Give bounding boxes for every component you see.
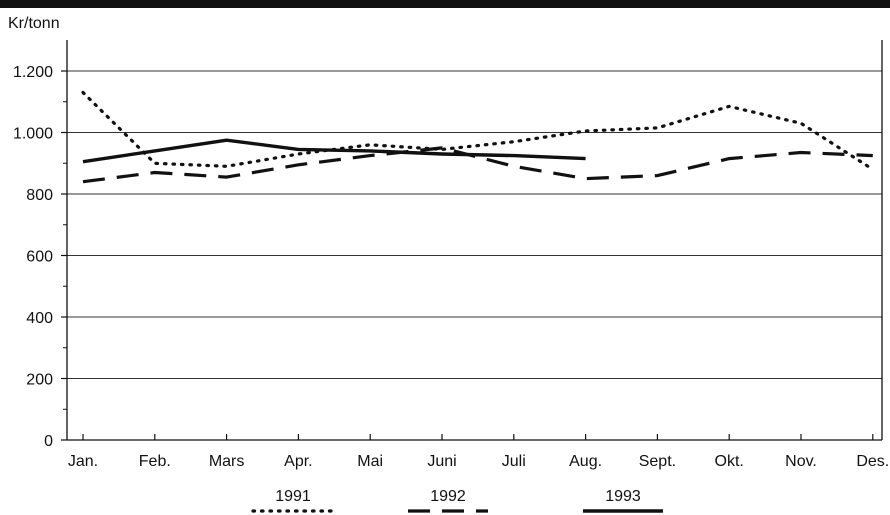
x-tick-label: Juli <box>502 453 526 470</box>
legend-label-1993: 1993 <box>605 488 641 505</box>
x-tick-label: Okt. <box>715 453 744 470</box>
series-lines <box>81 90 875 184</box>
series-line-1992 <box>82 146 873 184</box>
axes: 0 200 400 600 800 1.000 1.200 Jan. Feb. Mars Apr. M… <box>13 40 889 470</box>
y-tick-label: 800 <box>26 187 53 204</box>
x-tick-label: Mai <box>357 453 383 470</box>
legend-label-1991: 1991 <box>275 488 311 505</box>
y-tick-label: 1.000 <box>13 126 53 143</box>
y-tick-label: 1.200 <box>13 64 53 81</box>
y-tick-label: 600 <box>26 249 53 266</box>
x-tick-label: Mars <box>209 453 245 470</box>
y-tick-label: 400 <box>26 310 53 327</box>
legend-label-1992: 1992 <box>430 488 466 505</box>
x-tick-label: Sept. <box>639 453 676 470</box>
y-tick-label: 0 <box>44 433 53 450</box>
top-border <box>0 0 890 8</box>
series-line-1993 <box>82 138 586 164</box>
x-tick-label: Jan. <box>68 453 98 470</box>
y-tick-label: 200 <box>26 372 53 389</box>
legend: 1991 1992 1993 <box>251 488 663 513</box>
grid <box>67 70 882 379</box>
x-tick-label: Des. <box>856 453 889 470</box>
x-tick-label: Nov. <box>785 453 817 470</box>
y-axis-label: Kr/tonn <box>8 15 60 32</box>
x-tick-label: Juni <box>427 453 456 470</box>
x-tick-label: Apr. <box>284 453 312 470</box>
x-tick-label: Aug. <box>569 453 602 470</box>
x-tick-label: Feb. <box>139 453 171 470</box>
series-line-1991 <box>81 90 875 171</box>
